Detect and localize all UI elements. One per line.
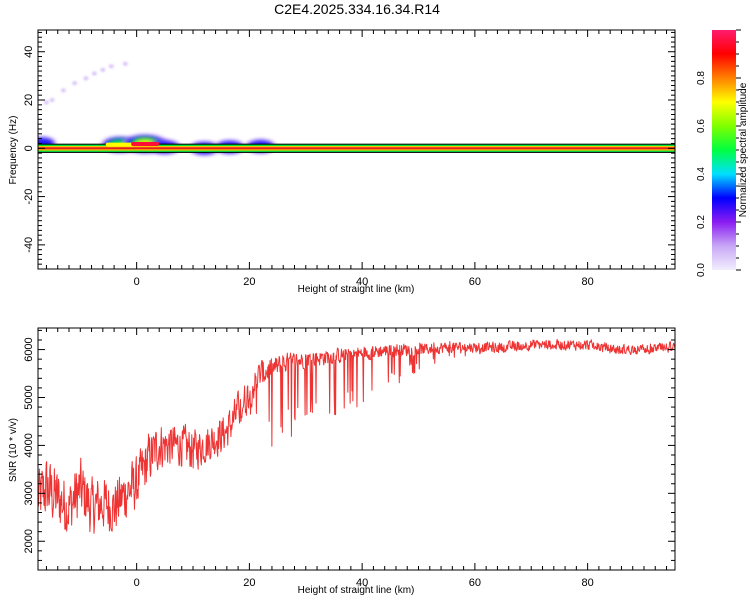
- spectrogram-x-tick-label: 60: [469, 276, 481, 288]
- colorbar-tick-label: 0.0: [696, 263, 707, 277]
- snr-ticks: 0 20 40 60 80 2000 3000 4000 5000 6000: [23, 328, 675, 589]
- spectrogram-y-axis-label: Frequency (Hz): [8, 116, 19, 185]
- spectrogram-y-tick-label: 20: [23, 94, 35, 106]
- snr-x-tick-label: 80: [581, 577, 593, 589]
- spectrogram-marks: [38, 61, 675, 156]
- signal-band-core: [38, 147, 675, 150]
- snr-series-line: [38, 338, 675, 534]
- snr-y-tick-label: 6000: [23, 337, 35, 361]
- spectral-feature-core: [105, 142, 134, 147]
- spectrogram-y-tick-label: -20: [23, 189, 35, 205]
- snr-y-axis-label: SNR (10 * v/v): [8, 418, 19, 482]
- colorbar-label: Normalized spectral amplitude: [738, 82, 749, 217]
- faint-spectral-point: [108, 64, 114, 69]
- snr-x-tick-label: 60: [469, 577, 481, 589]
- colorbar: 0.0 0.2 0.4 0.6 0.8 Normalized spectral ampl…: [696, 29, 749, 277]
- spectrogram-x-tick-label: 80: [581, 276, 593, 288]
- snr-marks: [38, 338, 675, 534]
- colorbar-ticks: 0.0 0.2 0.4 0.6 0.8: [696, 29, 741, 277]
- spectrogram-x-tick-label: 40: [356, 276, 368, 288]
- snr-y-tick-label: 2000: [23, 529, 35, 553]
- faint-spectral-point: [72, 81, 78, 86]
- faint-spectral-point: [60, 88, 66, 93]
- snr-frame: [37, 327, 676, 571]
- snr-panel: 0 20 40 60 80 2000 3000 4000 5000 6000 Height of …: [8, 327, 676, 596]
- colorbar-tick-label: 0.6: [696, 119, 707, 133]
- snr-x-axis-label: Height of straight line (km): [298, 585, 415, 596]
- faint-spectral-point: [83, 76, 89, 81]
- faint-spectral-point: [91, 71, 97, 76]
- colorbar-tick-label: 0.2: [696, 215, 707, 229]
- snr-y-tick-label: 4000: [23, 433, 35, 457]
- spectrogram-y-tick-label: 40: [23, 46, 35, 58]
- faint-spectral-point: [49, 98, 55, 103]
- snr-y-tick-label: 5000: [23, 385, 35, 409]
- spectrogram-x-tick-label: 20: [243, 276, 255, 288]
- spectral-feature-core: [131, 141, 160, 146]
- colorbar-tick-label: 0.8: [696, 71, 707, 85]
- colorbar-tick-label: 0.4: [696, 167, 707, 181]
- snr-x-tick-label: 20: [243, 577, 255, 589]
- snr-y-tick-label: 3000: [23, 481, 35, 505]
- spectrogram-x-axis-label: Height of straight line (km): [298, 284, 415, 295]
- chart-title: C2E4.2025.334.16.34.R14: [274, 1, 440, 17]
- spectrogram-frame: [37, 29, 676, 270]
- faint-spectral-point: [122, 61, 128, 66]
- snr-x-tick-label: 0: [134, 577, 140, 589]
- colorbar-gradient: [712, 30, 736, 270]
- spectrogram-y-tick-label: 0: [23, 145, 35, 151]
- faint-spectral-point: [43, 100, 49, 105]
- spectrogram-panel: 0 20 40 60 80 40 20 0 -20 -40 Height of straight …: [8, 29, 676, 295]
- faint-spectral-point: [100, 67, 106, 72]
- spectrogram-ticks: 0 20 40 60 80 40 20 0 -20 -40: [23, 30, 675, 288]
- snr-x-tick-label: 40: [356, 577, 368, 589]
- spectrogram-y-tick-label: -40: [23, 237, 35, 253]
- spectrogram-x-tick-label: 0: [134, 276, 140, 288]
